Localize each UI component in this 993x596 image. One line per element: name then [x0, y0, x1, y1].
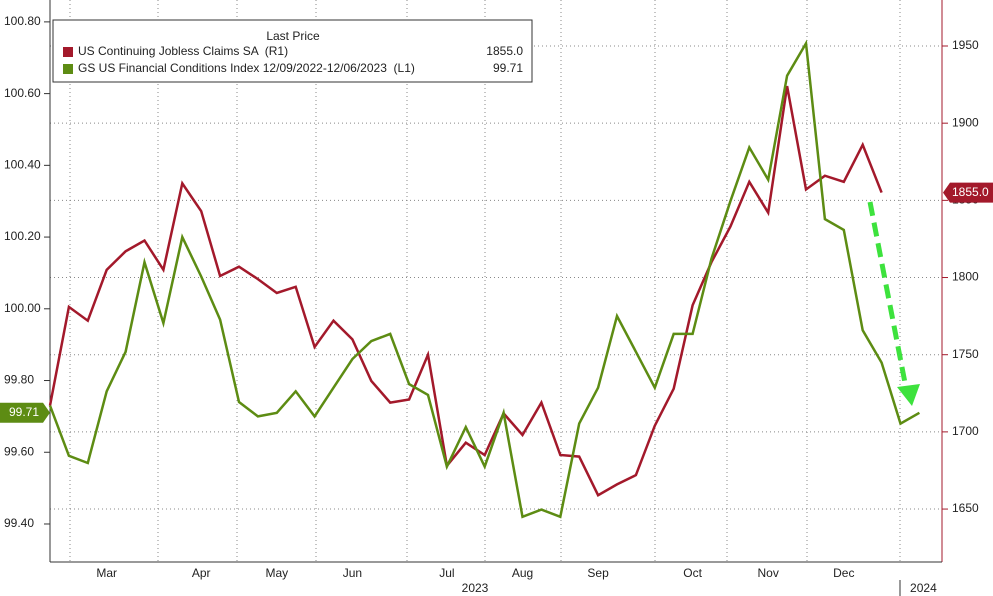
x-tick-label: Oct: [683, 566, 702, 580]
y2-tick-label: 1900: [952, 115, 979, 129]
y-tick-label: 99.40: [4, 516, 34, 530]
legend: Last Price US Continuing Jobless Claims …: [52, 19, 533, 83]
x-tick-label: Sep: [587, 566, 609, 580]
y-tick-label: 99.80: [4, 373, 34, 387]
y-tick-label: 100.40: [4, 158, 41, 172]
y2-tick-label: 1750: [952, 347, 979, 361]
x-tick-label: Dec: [833, 566, 854, 580]
x-tick-label: Aug: [512, 566, 533, 580]
y2-tick-label: 1700: [952, 424, 979, 438]
series-line: [48, 39, 921, 519]
x-tick-label: Mar: [96, 566, 117, 580]
x-tick-label: Jun: [343, 566, 362, 580]
x-tick-label: Jul: [439, 566, 454, 580]
y-tick-label: 99.60: [4, 444, 34, 458]
x-tick-label: May: [265, 566, 288, 580]
legend-box: [52, 19, 533, 83]
arrow-shaft: [867, 201, 909, 389]
last-value-label: 1855.0: [952, 185, 989, 199]
last-value-tag: [943, 182, 993, 203]
legend-value: 99.71: [493, 61, 523, 75]
last-value-tag: [0, 402, 50, 423]
month-separators: [69, 0, 901, 562]
annotation-arrow: [867, 201, 920, 406]
legend-label: US Continuing Jobless Claims SA (R1): [78, 44, 288, 58]
series-line: [48, 85, 883, 497]
legend-title: Last Price: [266, 29, 320, 43]
x-tick-label: Apr: [192, 566, 211, 580]
y2-tick-label: 1800: [952, 270, 979, 284]
y2-tick-label: 1950: [952, 38, 979, 52]
legend-swatch: [63, 47, 73, 57]
y2-tick-label: 1650: [952, 501, 979, 515]
last-value-label: 99.71: [9, 405, 39, 419]
legend-value: 1855.0: [486, 44, 523, 58]
y-tick-label: 100.80: [4, 14, 41, 28]
arrow-head: [897, 384, 920, 406]
y-tick-label: 100.20: [4, 229, 41, 243]
x-tick-label: Nov: [758, 566, 779, 580]
y-tick-label: 100.60: [4, 86, 41, 100]
x-tick-label: 2024: [910, 581, 937, 595]
y-tick-label: 100.00: [4, 301, 41, 315]
year-label: 2023: [462, 581, 489, 595]
legend-label: GS US Financial Conditions Index 12/09/2…: [78, 61, 415, 75]
legend-swatch: [63, 64, 73, 74]
